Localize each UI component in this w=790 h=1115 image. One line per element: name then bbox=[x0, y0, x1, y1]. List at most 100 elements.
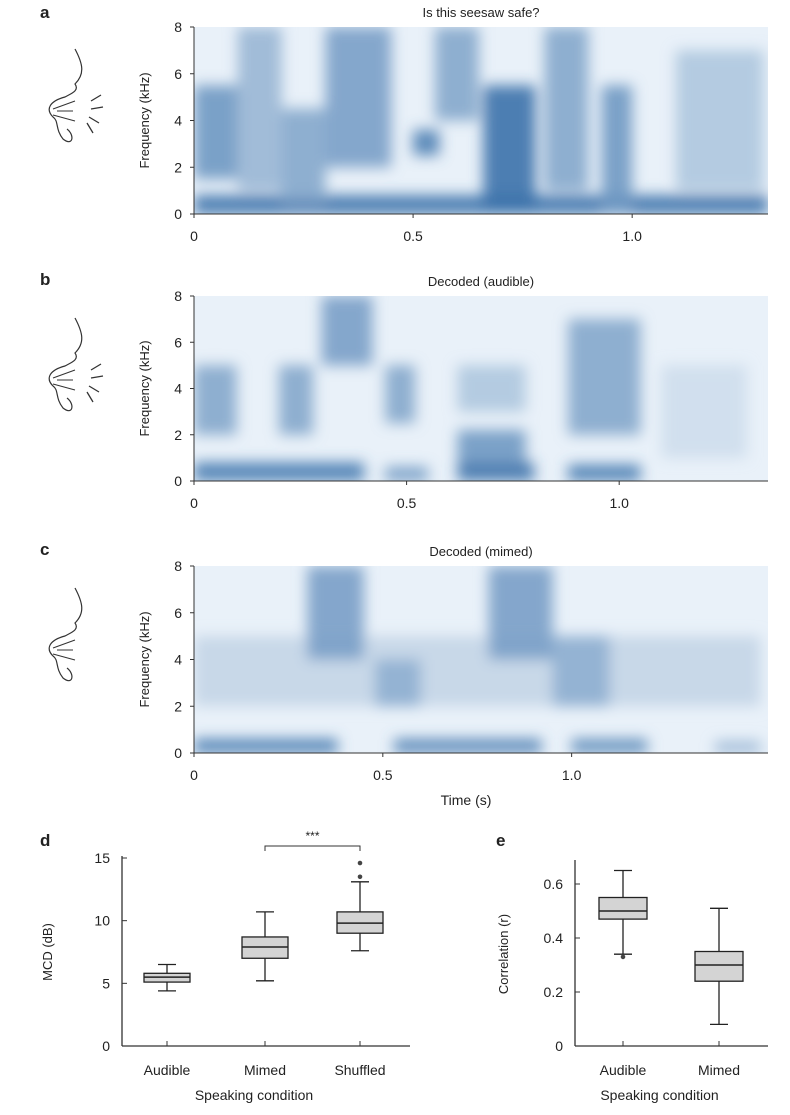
y-tick-label: 0 bbox=[174, 473, 182, 489]
sound-waves-icon bbox=[86, 94, 104, 134]
y-tick-label: 2 bbox=[174, 427, 182, 443]
energy-region bbox=[715, 741, 761, 753]
energy-region bbox=[488, 566, 553, 660]
box-mimed: Mimed bbox=[241, 911, 289, 1078]
x-axis-label: Speaking condition bbox=[600, 1087, 718, 1103]
face-outline bbox=[48, 587, 83, 682]
speaking-face-icon bbox=[48, 317, 104, 412]
y-tick-label: 0 bbox=[174, 206, 182, 222]
x-tick-label: 1.0 bbox=[622, 228, 642, 244]
panel-letter: e bbox=[496, 831, 505, 850]
category-label: Audible bbox=[600, 1062, 647, 1078]
mouth-lines bbox=[52, 369, 76, 391]
mouth-lines bbox=[52, 100, 76, 122]
y-axis-label: Frequency (kHz) bbox=[137, 72, 152, 168]
energy-region bbox=[307, 566, 364, 660]
category-label: Mimed bbox=[244, 1062, 286, 1078]
x-tick-label: 0.5 bbox=[403, 228, 423, 244]
spectrogram-panel-b: b 0 2 4 6 8 0 0.5 1.0 Decoded (audible) Frequency … bbox=[40, 270, 768, 511]
panel-letter: c bbox=[40, 540, 49, 559]
y-tick-label: 6 bbox=[174, 605, 182, 621]
y-tick-label: 8 bbox=[174, 558, 182, 574]
energy-region bbox=[675, 50, 764, 191]
y-tick-label: 0.6 bbox=[544, 876, 564, 892]
y-tick-label: 2 bbox=[174, 698, 182, 714]
y-tick-label: 6 bbox=[174, 334, 182, 350]
outlier-point bbox=[357, 860, 363, 866]
y-tick-label: 8 bbox=[174, 19, 182, 35]
panel-letter: a bbox=[40, 3, 50, 22]
energy-region bbox=[321, 296, 373, 366]
face-outline bbox=[48, 48, 83, 143]
spectrogram-energy bbox=[194, 296, 747, 481]
energy-region bbox=[571, 738, 648, 753]
y-tick-label: 0.2 bbox=[544, 984, 564, 1000]
y-tick-label: 4 bbox=[174, 113, 182, 129]
y-tick-label: 15 bbox=[94, 850, 110, 866]
y-tick-label: 6 bbox=[174, 66, 182, 82]
energy-region bbox=[457, 365, 526, 412]
significance-bracket bbox=[264, 845, 361, 851]
panel-letter: d bbox=[40, 831, 50, 850]
spectrogram-panel-a: a 0 2 4 6 8 0 0.5 1.0 Is this seesaw safe? Frequen… bbox=[40, 3, 768, 244]
category-label: Audible bbox=[144, 1062, 191, 1078]
x-tick-label: 0.5 bbox=[373, 767, 393, 783]
y-axis-label: Correlation (r) bbox=[496, 914, 511, 994]
x-tick-label: 0 bbox=[190, 228, 198, 244]
y-tick-label: 0 bbox=[102, 1038, 110, 1054]
spectrogram-heatmap bbox=[194, 296, 768, 481]
boxplot-panel-e: e 0 0.2 0.4 0.6 Audible Mimed Speaking conditio… bbox=[496, 831, 768, 1103]
face-outline bbox=[48, 317, 83, 412]
boxplot-panel-d: d 0 5 10 15 Audible Mimed Shuffled Speaking cond… bbox=[40, 829, 410, 1103]
x-tick-label: 0 bbox=[190, 767, 198, 783]
energy-region bbox=[434, 27, 479, 121]
y-tick-label: 8 bbox=[174, 288, 182, 304]
x-tick-label: 0.5 bbox=[397, 495, 417, 511]
category-label: Mimed bbox=[698, 1062, 740, 1078]
category-label: Shuffled bbox=[334, 1062, 385, 1078]
panel-letter: b bbox=[40, 270, 50, 289]
box-mimed: Mimed bbox=[694, 907, 744, 1078]
x-tick-label: 1.0 bbox=[562, 767, 582, 783]
x-axis-label: Speaking condition bbox=[195, 1087, 313, 1103]
y-tick-label: 4 bbox=[174, 652, 182, 668]
energy-region bbox=[601, 85, 633, 214]
energy-region bbox=[194, 195, 768, 214]
y-tick-label: 0 bbox=[174, 745, 182, 761]
iqr-box bbox=[598, 896, 648, 920]
energy-region bbox=[385, 467, 428, 481]
energy-region bbox=[483, 85, 536, 214]
y-tick-label: 2 bbox=[174, 159, 182, 175]
energy-region bbox=[457, 462, 535, 481]
outlier-point bbox=[620, 954, 626, 960]
iqr-box bbox=[694, 950, 744, 982]
energy-region bbox=[325, 27, 392, 168]
sound-waves-icon bbox=[86, 363, 104, 403]
energy-region bbox=[194, 738, 338, 753]
significance-label: *** bbox=[305, 829, 319, 843]
energy-region bbox=[237, 27, 282, 191]
y-tick-label: 10 bbox=[94, 913, 110, 929]
energy-region bbox=[194, 85, 238, 179]
y-tick-label: 4 bbox=[174, 381, 182, 397]
energy-region bbox=[413, 129, 440, 156]
spectrogram-heatmap bbox=[194, 566, 768, 753]
spectrogram-heatmap bbox=[194, 27, 768, 214]
spectrogram-title: Decoded (audible) bbox=[428, 274, 534, 289]
y-tick-label: 0.4 bbox=[544, 930, 564, 946]
energy-region bbox=[394, 738, 542, 753]
mimed-face-icon bbox=[48, 587, 83, 682]
x-tick-label: 1.0 bbox=[609, 495, 629, 511]
y-axis-label: MCD (dB) bbox=[40, 923, 55, 981]
y-tick-label: 5 bbox=[102, 975, 110, 991]
box-shuffled: Shuffled bbox=[334, 860, 386, 1078]
energy-region bbox=[568, 319, 641, 435]
spectrogram-energy bbox=[194, 27, 768, 214]
y-axis-label: Frequency (kHz) bbox=[137, 340, 152, 436]
energy-region bbox=[194, 365, 237, 435]
energy-region bbox=[661, 365, 747, 458]
y-axis-label: Frequency (kHz) bbox=[137, 611, 152, 707]
spectrogram-panel-c: c 0 2 4 6 8 0 0.5 1.0 Decoded (mimed) Frequency (k… bbox=[40, 540, 768, 808]
